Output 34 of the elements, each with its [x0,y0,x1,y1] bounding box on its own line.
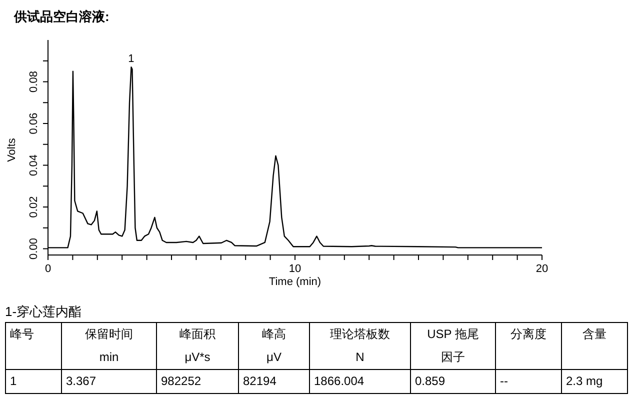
text: 1 [6,370,62,394]
text: 理论塔板数 [310,322,410,346]
text: 峰高 [238,322,310,346]
y-axis-title: Volts [6,138,18,162]
y-tick-label: 0.02 [28,196,40,218]
x-tick-label: 0 [44,263,52,275]
y-tick-label: 0.04 [28,154,40,176]
text: 2.3 mg [562,370,628,394]
text: 峰面积 [156,322,238,346]
text: min [62,346,156,370]
text: 982252 [156,370,238,394]
text: 分离度 [496,322,562,346]
y-tick-label: 0.06 [28,112,40,134]
annotation: 1 [128,53,134,66]
x-tick-label: 20 [536,263,548,275]
text: -- [496,370,562,394]
text: 保留时间 [62,322,156,346]
text: 82194 [238,370,310,394]
y-tick-label: 0.08 [28,71,40,92]
text: USP 拖尾 [410,322,496,346]
text: μV [238,346,310,370]
chart-title: 供试品空白溶液: [14,8,110,26]
x-axis-title: Time (min) [268,276,322,288]
text: 0.859 [410,370,496,394]
text: 峰号 [6,322,62,346]
y-tick-label: 0.00 [28,238,40,260]
text: 因子 [410,346,496,370]
text: 1-穿心莲内酯 [5,303,83,321]
text: 1866.004 [310,370,410,394]
x-tick-label: 10 [288,263,302,275]
text: μV*s [156,346,238,370]
text: N [310,346,410,370]
text: 3.367 [62,370,156,394]
text: 含量 [562,322,628,346]
